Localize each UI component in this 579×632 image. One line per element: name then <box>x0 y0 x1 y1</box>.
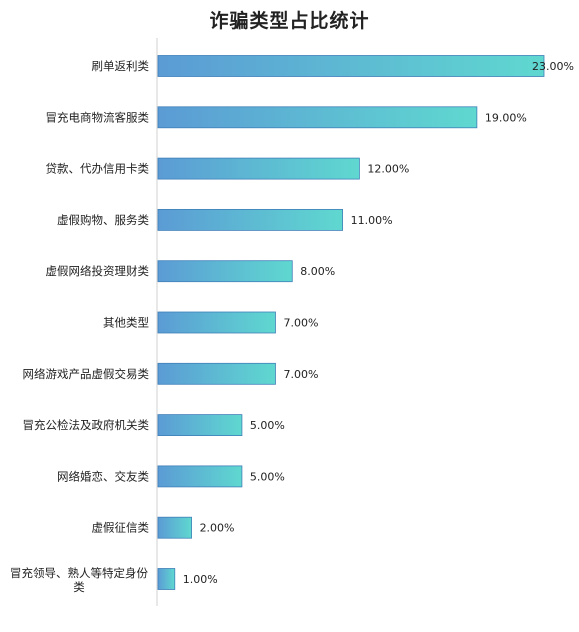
category-label: 虚假网络投资理财类 <box>46 264 150 278</box>
bar <box>157 260 293 283</box>
category-label: 刷单返利类 <box>92 59 150 73</box>
bars-layer: 刷单返利类 23.00% 冒充电商物流客服类 19.00% 贷款、代办信用卡类 12.00… <box>10 38 574 606</box>
category-label: 冒充公检法及政府机关类 <box>23 418 150 432</box>
data-label: 7.00% <box>283 368 318 381</box>
bar <box>157 157 360 180</box>
category-label: 冒充电商物流客服类 <box>46 110 150 124</box>
data-label: 5.00% <box>250 419 285 432</box>
chart-title: 诈骗类型占比统计 <box>209 10 370 32</box>
category-label: 网络游戏产品虚假交易类 <box>23 367 150 381</box>
category-label: 网络婚恋、交友类 <box>57 469 149 483</box>
bar <box>157 208 344 231</box>
data-label: 8.00% <box>300 265 335 278</box>
bar <box>157 414 243 437</box>
bar <box>157 106 478 129</box>
data-label: 7.00% <box>283 317 318 330</box>
bar <box>157 311 276 334</box>
data-label: 12.00% <box>367 163 409 176</box>
bar <box>157 465 243 488</box>
bar <box>157 516 192 539</box>
data-label: 2.00% <box>200 522 235 535</box>
bar <box>157 55 545 77</box>
bar <box>157 362 276 385</box>
data-label: 11.00% <box>351 214 393 227</box>
category-label: 虚假征信类 <box>92 521 150 535</box>
category-label: 其他类型 <box>103 316 149 330</box>
category-label: 虚假购物、服务类 <box>57 213 149 227</box>
data-label: 1.00% <box>183 573 218 586</box>
category-label: 冒充领导、熟人等特定身份类 <box>10 566 148 594</box>
data-label: 19.00% <box>485 111 527 124</box>
data-label: 5.00% <box>250 470 285 483</box>
category-label: 贷款、代办信用卡类 <box>46 162 150 176</box>
bar <box>157 568 176 590</box>
data-label: 23.00% <box>532 60 574 73</box>
